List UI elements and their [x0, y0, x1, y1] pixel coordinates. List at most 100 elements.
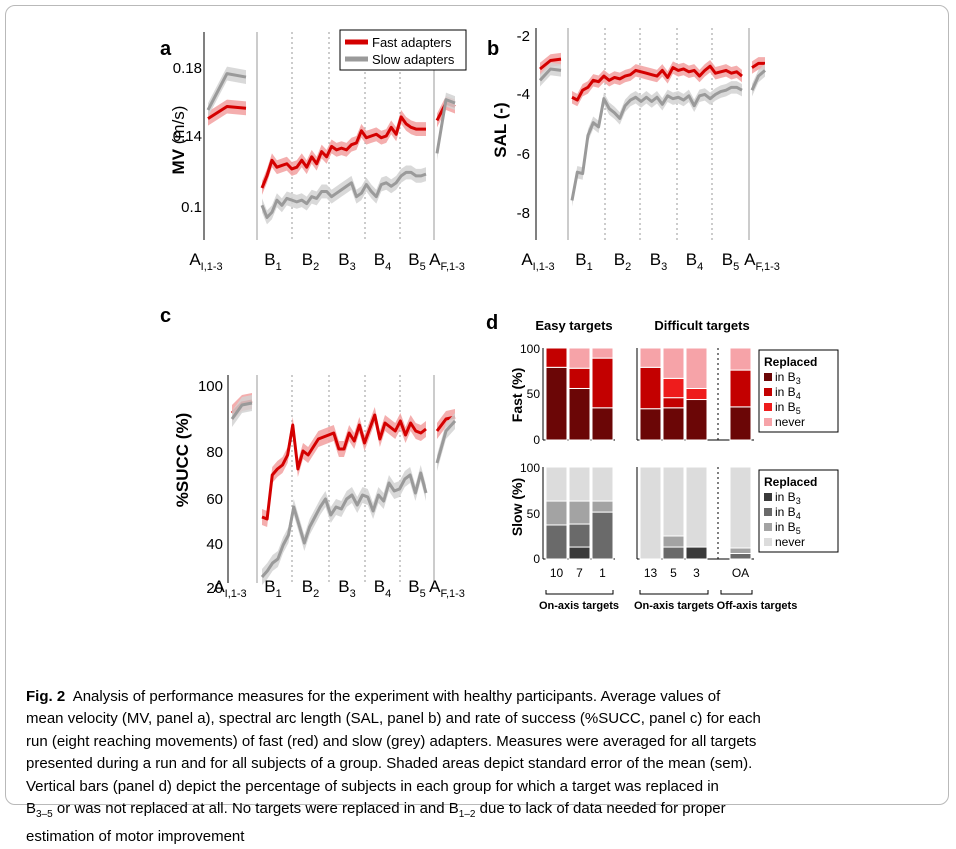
xtick-a-B4: B4: [374, 250, 391, 273]
panel-b: b SAL (-) -2 -4 -6 -8 AI,1-3 B1 B2 B3 B4 B5 AF…: [487, 28, 780, 273]
xtick-a-B2: B2: [302, 250, 319, 273]
sem-band-a-slow-2: [262, 165, 426, 225]
sem-band-b-fast-2: [572, 59, 742, 107]
bar-fast-13-1: [639, 366, 662, 410]
bar-fast-5-0: [662, 407, 685, 441]
legend-a-slow-label: Slow adapters: [372, 52, 455, 67]
legend-d-slow-swatch-2: [764, 523, 772, 531]
ytick-d-slow-0: 0: [533, 552, 540, 566]
bar-fast-1-3: [591, 347, 614, 359]
xtick-c-A-initial: AI,1-3: [213, 577, 246, 600]
panel-letter-d: d: [486, 312, 498, 334]
ytick-c-2: 80: [206, 444, 223, 461]
legend-d-slow-swatch-3: [764, 538, 772, 546]
xtick-b-A-final: AF,1-3: [744, 250, 780, 273]
xtick-c-B5: B5: [408, 577, 425, 600]
panel-letter-c: c: [160, 305, 171, 327]
ytick-c-4: 40: [206, 536, 223, 553]
figure-caption: Fig. 2 Analysis of performance measures …: [26, 686, 936, 849]
bar-fast-3-3: [685, 347, 708, 389]
bar-slow-1-1: [591, 511, 614, 560]
xaxis-labels-c: AI,1-3 B1 B2 B3 B4 B5 AF,1-3: [213, 577, 465, 600]
ytick-d-fast-50: 50: [527, 387, 541, 401]
series-line-b-fast-3: [751, 61, 765, 69]
xtick-c-A-final: AF,1-3: [429, 577, 465, 600]
bar-slow-1-3: [591, 466, 614, 502]
series-line-c-fast-2: [261, 413, 427, 521]
sem-band-c-slow-1: [232, 395, 252, 427]
plot-b: [535, 28, 766, 240]
xaxis-labels-a: AI,1-3 B1 B2 B3 B4 B5 AF,1-3: [189, 250, 465, 273]
ylabel-a-unit: (m/s): [169, 106, 188, 149]
bar-slow-1-2: [591, 500, 614, 513]
bar-slow-OA-3: [729, 466, 752, 549]
legend-d-slow-swatch-1: [764, 508, 772, 516]
ytick-b-1: -2: [517, 28, 530, 45]
panel-d: d Easy targets Difficult targets Fast (%…: [486, 312, 839, 612]
bar-fast-OA-1: [729, 369, 752, 408]
ytick-d-slow-50: 50: [527, 507, 541, 521]
series-line-b-slow-3: [750, 69, 766, 91]
legend-d-slow-swatch-0: [764, 493, 772, 501]
legend-d-slow-item-1: in B4: [775, 505, 801, 521]
legend-d-fast-swatch-3: [764, 418, 772, 426]
legend-d-fast-item-1: in B4: [775, 385, 801, 401]
bar-label-3: 3: [693, 566, 700, 580]
bar-fast-OA-0: [729, 406, 752, 441]
bar-fast-OA-3: [729, 347, 752, 371]
ytick-c-3: 60: [206, 491, 223, 508]
legend-d-fast-swatch-0: [764, 373, 772, 381]
xtick-a-A-final: AF,1-3: [429, 250, 465, 273]
bars-d: 10 7 1 13 5 3 OA: [542, 347, 754, 580]
bar-fast-3-0: [685, 399, 708, 441]
bar-fast-10-1: [545, 347, 568, 368]
ylabel-d-fast: Fast (%): [509, 368, 525, 422]
panel-letter-a: a: [160, 38, 172, 60]
bar-fast-7-3: [568, 347, 591, 369]
xaxis-labels-b: AI,1-3 B1 B2 B3 B4 B5 AF,1-3: [521, 250, 780, 273]
ytick-b-4: -8: [517, 205, 530, 222]
xtick-c-B2: B2: [302, 577, 319, 600]
legend-d-fast-item-3: never: [775, 415, 805, 429]
sem-band-b-fast-3: [752, 57, 765, 74]
bar-label-10: 10: [550, 566, 564, 580]
ytick-c-1: 100: [198, 378, 223, 395]
bar-slow-5-3: [662, 466, 685, 537]
panel-letter-b: b: [487, 38, 499, 60]
difficult-targets-title: Difficult targets: [654, 318, 749, 333]
ytick-a-2: 0.14: [173, 128, 202, 145]
ytick-a-3: 0.1: [181, 199, 202, 216]
xtick-a-A-initial: AI,1-3: [189, 250, 222, 273]
legend-d-fast-item-0: in B3: [775, 370, 801, 386]
caption-line-1: Analysis of performance measures for the…: [72, 688, 721, 705]
series-line-a-slow-1: [206, 72, 247, 111]
ytick-d-fast-100: 100: [520, 342, 540, 356]
bar-slow-7-0: [568, 546, 591, 560]
bar-fast-13-3: [639, 347, 662, 368]
group-label-2: On-axis targets: [634, 600, 714, 612]
easy-targets-title: Easy targets: [535, 318, 612, 333]
bar-fast-5-2: [662, 377, 685, 399]
bar-fast-10-0: [545, 366, 568, 441]
series-line-a-fast-2: [260, 115, 426, 189]
xtick-c-B4: B4: [374, 577, 391, 600]
bar-fast-1-0: [591, 407, 614, 441]
series-line-c-slow-1: [230, 401, 253, 420]
xtick-a-B1: B1: [264, 250, 281, 273]
xtick-a-B3: B3: [338, 250, 355, 273]
bar-fast-1-1: [591, 357, 614, 409]
caption-line-6: or was not replaced at all. No targets w…: [56, 800, 445, 818]
bar-label-OA: OA: [732, 566, 749, 580]
series-line-b-fast-2: [571, 64, 743, 102]
bar-slow-10-2: [545, 500, 568, 526]
ytick-c-5: 20: [206, 580, 223, 597]
bar-fast-7-0: [568, 387, 591, 441]
ytick-d-slow-100: 100: [520, 461, 540, 475]
caption-fig-label: Fig. 2: [26, 688, 66, 705]
caption-line-5: Vertical bars (panel d) depict the perce…: [26, 777, 719, 795]
bar-slow-OA-2: [729, 547, 752, 554]
series-line-a-slow-3: [435, 98, 456, 154]
ylabel-a: MV (m/s): [169, 106, 188, 175]
xtick-b-B3: B3: [650, 250, 667, 273]
